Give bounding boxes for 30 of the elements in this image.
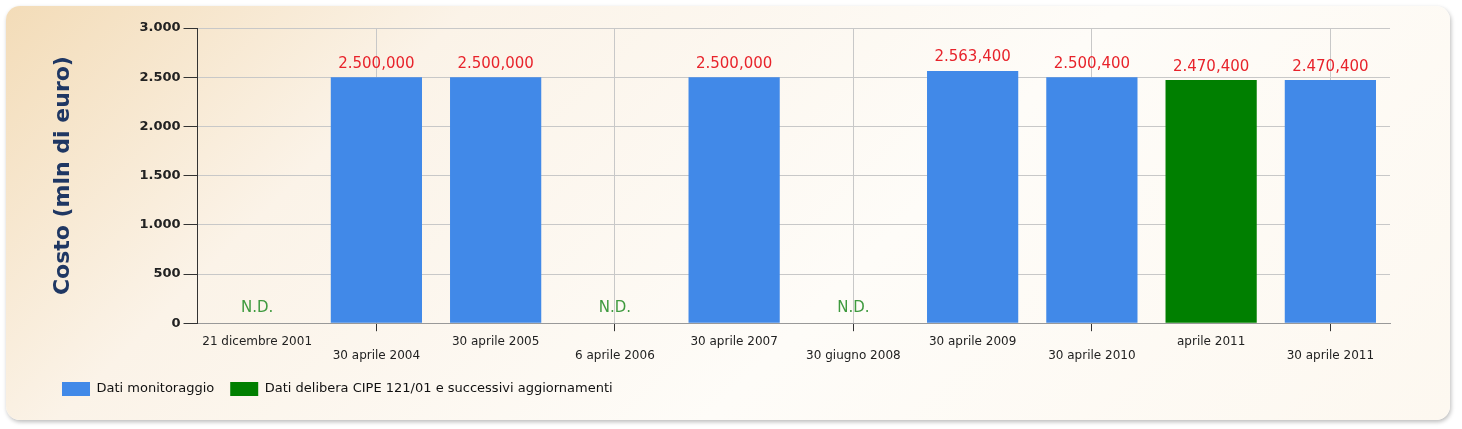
x-tick-label: 30 aprile 2005 (451, 333, 540, 348)
y-tick-label: 3.000 (139, 19, 181, 35)
x-tick-label: 6 aprile 2006 (575, 347, 655, 362)
x-tick-label: aprile 2011 (1176, 333, 1246, 348)
data-label: 2.470,400 (1172, 56, 1250, 75)
data-label: 2.500,400 (1053, 53, 1131, 72)
y-tick-label: 2.500 (139, 68, 181, 84)
y-tick-label: 2.000 (139, 117, 181, 133)
x-tick-label: 30 aprile 2009 (928, 333, 1017, 348)
legend-label: Dati monitoraggio (96, 380, 215, 396)
x-tick-label: 21 dicembre 2001 (202, 333, 313, 348)
text: N.D. (837, 297, 870, 316)
y-axis-title: Costo (mln di euro) (48, 56, 74, 296)
data-label: 2.563,400 (934, 47, 1011, 66)
x-tick-label: 30 aprile 2010 (1048, 347, 1136, 362)
data-label: 2.500,000 (338, 53, 415, 72)
y-tick-label: 1.000 (139, 216, 181, 232)
x-tick-label: 30 giugno 2008 (806, 347, 901, 362)
x-tick-label: 30 aprile 2004 (332, 347, 421, 362)
x-tick-label: 30 aprile 2011 (1286, 347, 1375, 362)
text: N.D. (240, 297, 274, 316)
y-tick-label: 0 (171, 314, 181, 330)
y-tick-label: 500 (153, 265, 181, 281)
text: N.D. (598, 297, 632, 316)
legend-label: Dati delibera CIPE 121/01 e successivi aggiornamenti (264, 380, 613, 396)
x-tick-label: 30 aprile 2007 (690, 333, 778, 348)
y-tick-label: 1.500 (139, 166, 181, 182)
data-label: 2.470,400 (1292, 56, 1369, 75)
data-label: 2.500,000 (457, 53, 534, 72)
data-label: 2.500,000 (695, 53, 773, 72)
